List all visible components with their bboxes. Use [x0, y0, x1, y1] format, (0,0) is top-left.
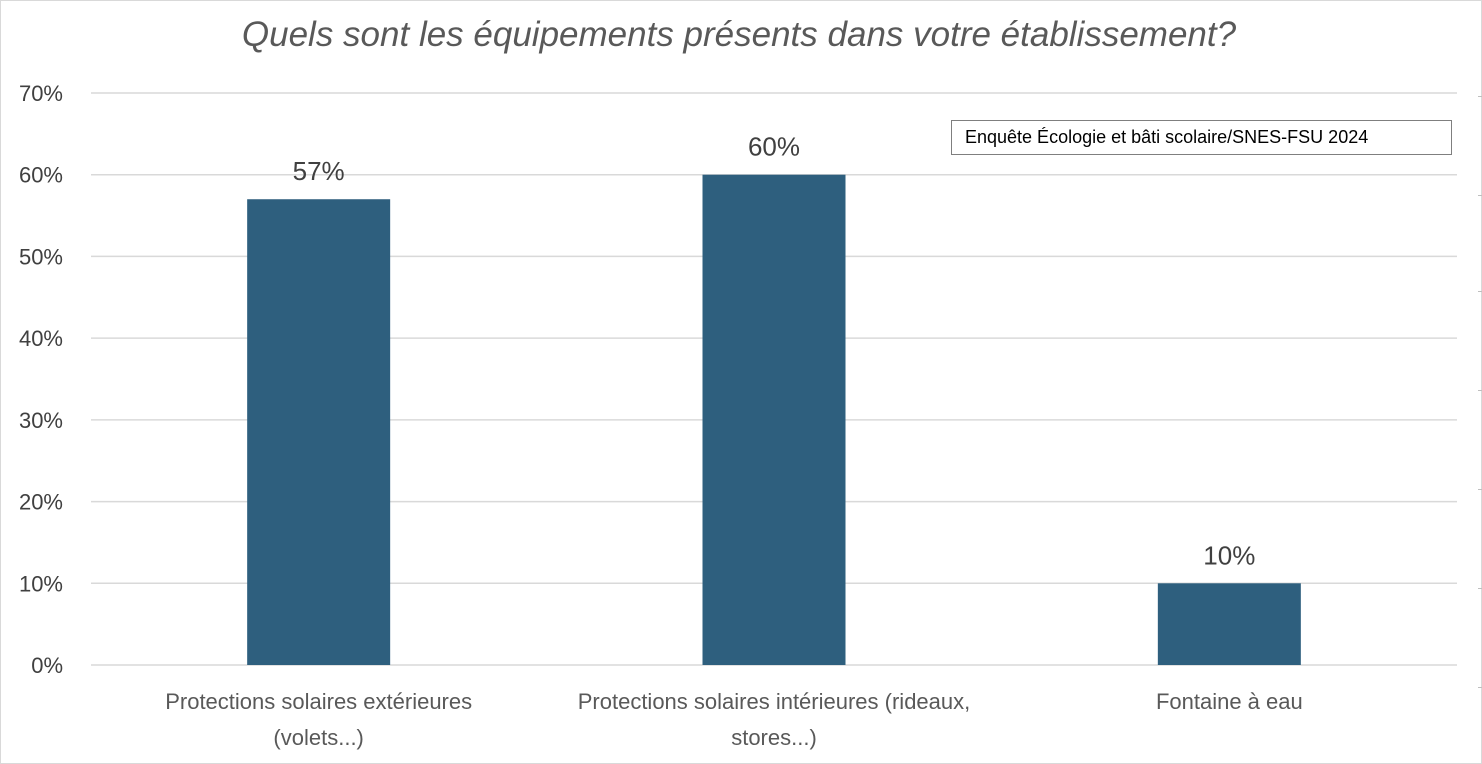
edge-grid-line — [1478, 489, 1482, 490]
x-tick-label: stores...) — [731, 725, 817, 750]
edge-grid-line — [1478, 291, 1482, 292]
y-tick-label: 70% — [19, 81, 63, 106]
x-tick-label: Fontaine à eau — [1156, 689, 1303, 714]
source-annotation: Enquête Écologie et bâti scolaire/SNES-F… — [951, 120, 1452, 155]
data-label: 10% — [1203, 540, 1255, 570]
y-tick-label: 30% — [19, 408, 63, 433]
y-tick-label: 0% — [31, 653, 63, 678]
edge-grid-line — [1478, 195, 1482, 196]
x-tick-label: Protections solaires extérieures — [165, 689, 472, 714]
chart-title: Quels sont les équipements présents dans… — [241, 15, 1237, 54]
x-tick-label: (volets...) — [273, 725, 363, 750]
data-label: 57% — [293, 156, 345, 186]
edge-grid-line — [1478, 96, 1482, 97]
edge-grid-line — [1478, 588, 1482, 589]
y-tick-label: 50% — [19, 244, 63, 269]
y-tick-label: 20% — [19, 490, 63, 515]
bar — [247, 199, 391, 665]
edge-grid-line — [1478, 687, 1482, 688]
edge-grid-line — [1478, 390, 1482, 391]
y-tick-label: 40% — [19, 326, 63, 351]
bar — [1157, 583, 1301, 665]
x-tick-label: Protections solaires intérieures (rideau… — [578, 689, 971, 714]
data-label: 60% — [748, 132, 800, 162]
bar — [702, 174, 846, 665]
y-tick-label: 10% — [19, 571, 63, 596]
y-tick-label: 60% — [19, 163, 63, 188]
